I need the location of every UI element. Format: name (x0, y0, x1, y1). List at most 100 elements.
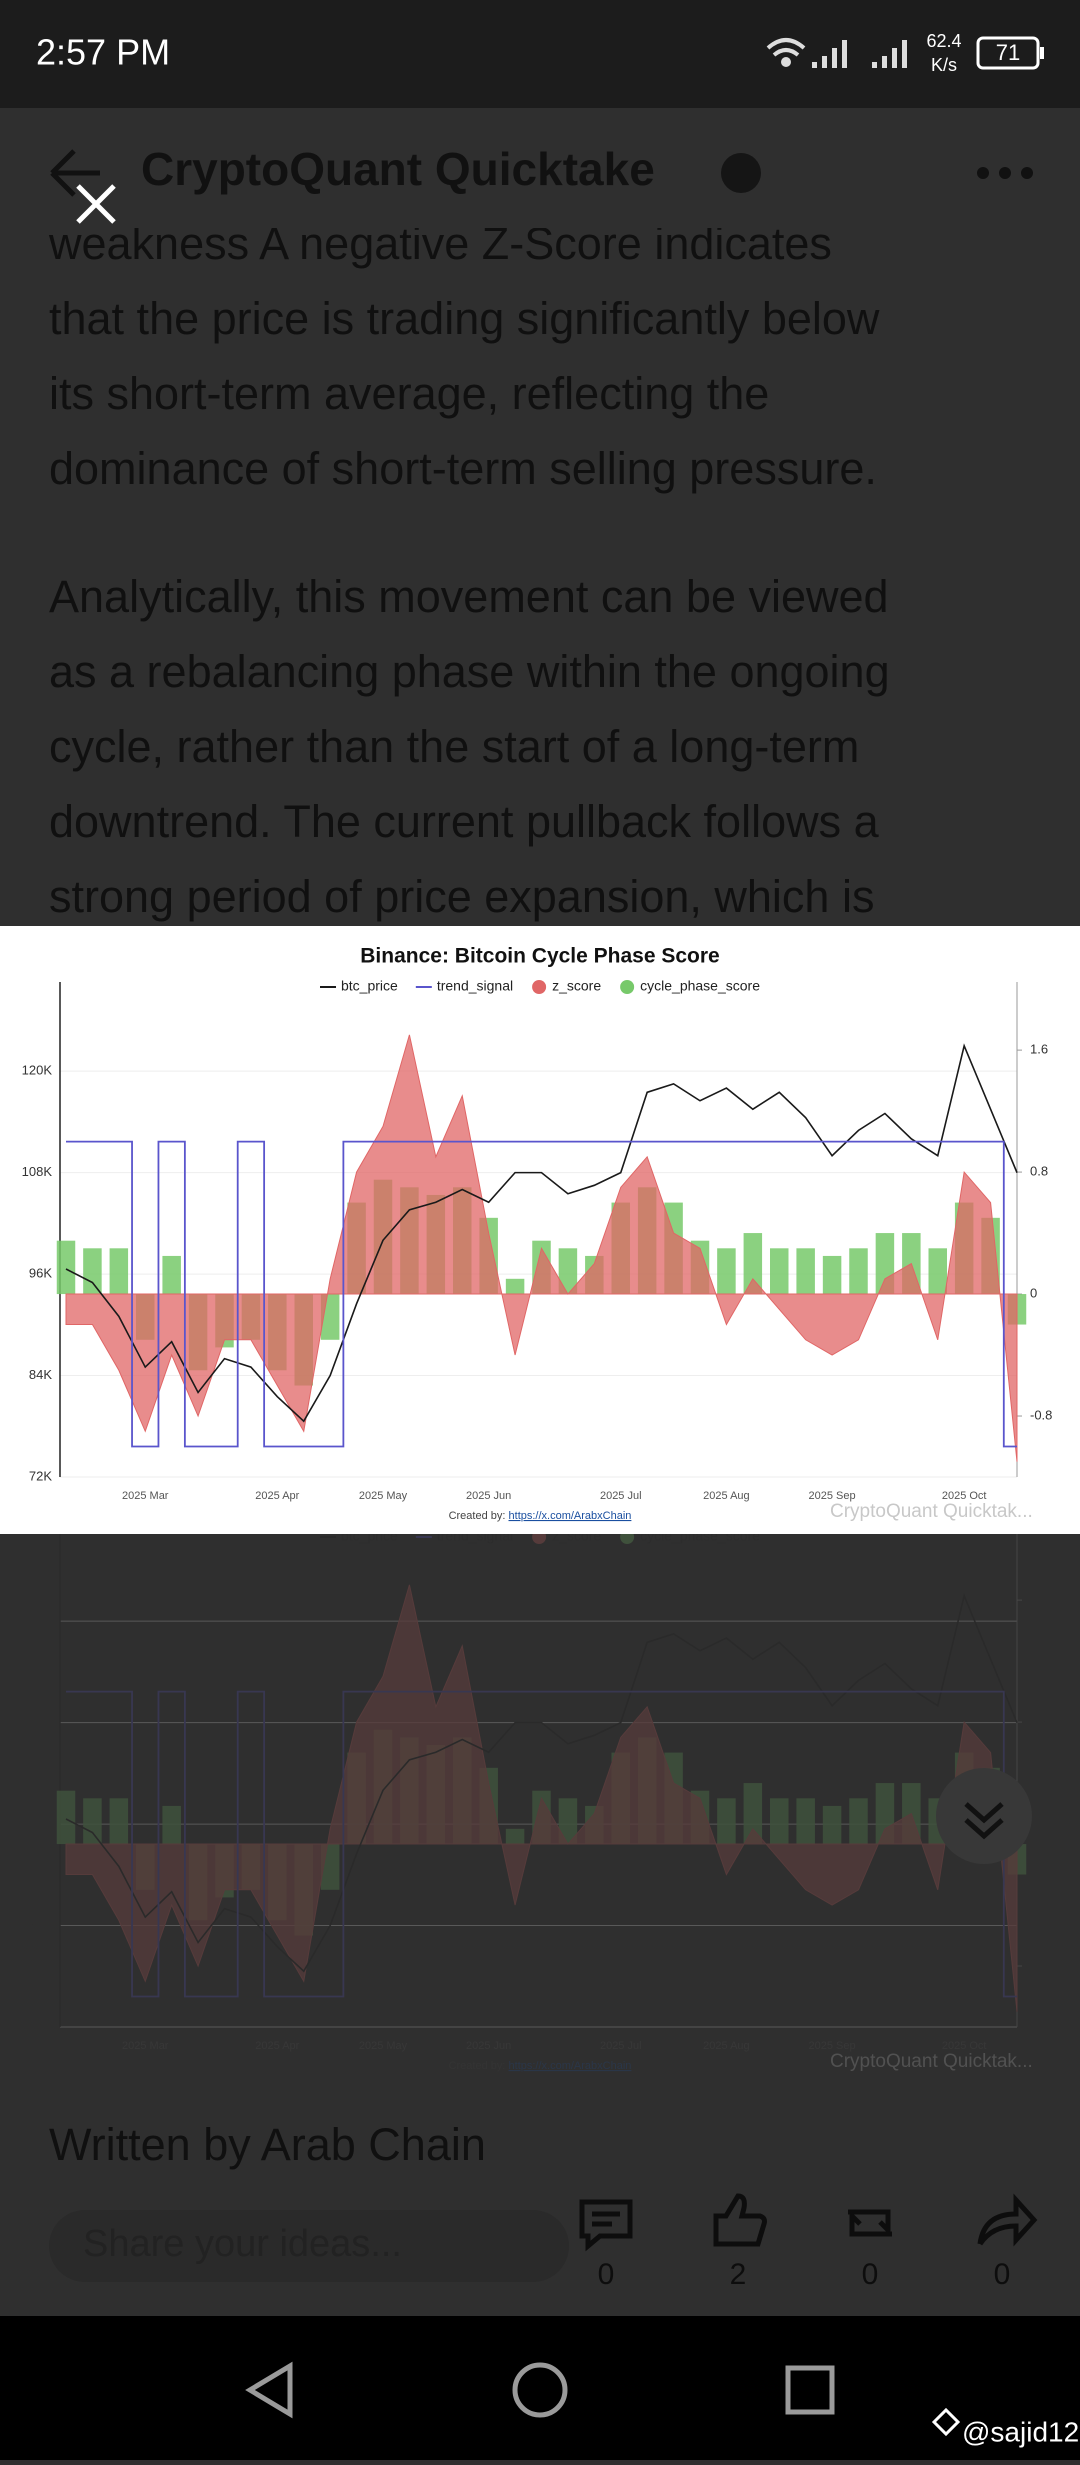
x-tick-label: 2025 Jul (600, 1490, 642, 1502)
ghost-bar (690, 1790, 710, 1845)
legend-marker (532, 980, 547, 994)
ghost-bar (611, 1752, 630, 1845)
nav-back[interactable] (245, 2361, 293, 2419)
ghost-bar (426, 1744, 446, 1845)
bar (162, 1255, 181, 1295)
article-line: as a rebalancing phase within the ongoin… (49, 646, 890, 697)
article-line: that the price is trading significantly … (49, 293, 880, 344)
ghost-y-tick-label: 108K (22, 1714, 53, 1729)
footer: Written by Arab Chain Share your ideas..… (49, 2119, 1038, 2291)
ghost-bar (347, 1752, 366, 1845)
chart-title: Binance: Bitcoin Cycle Phase Score (360, 945, 719, 968)
action-count: 0 (862, 2258, 879, 2291)
ghost-bar (162, 1805, 181, 1845)
ghost-bar (770, 1798, 789, 1845)
nav-recents[interactable] (785, 2365, 835, 2415)
bar (822, 1255, 842, 1295)
ghost-bar (558, 1798, 578, 1845)
action-count: 0 (598, 2258, 615, 2291)
bar (109, 1248, 129, 1295)
ghost-bar (505, 1828, 525, 1845)
ghost-x-tick-label: 2025 Mar (122, 2040, 169, 2052)
clock: 2:57 PM (36, 32, 170, 73)
bar (928, 1248, 947, 1295)
status-icons: 2:57 PM 62.4 K/s 71 (36, 31, 1044, 75)
nav-home[interactable] (512, 2362, 568, 2418)
y2-tick-label: 1.6 (1030, 1042, 1048, 1057)
credit-prefix: Created by: (449, 1510, 506, 1522)
article: weakness A negative Z-Score indicates tha… (0, 228, 1080, 926)
input-placeholder: Share your ideas... (83, 2223, 402, 2265)
bar (796, 1248, 815, 1295)
x-tick-label: 2025 Jun (466, 1490, 511, 1502)
ghost-bar (875, 1783, 895, 1845)
x-tick-label: 2025 Mar (122, 1490, 169, 1502)
wifi-icon (766, 38, 806, 67)
repost-icon[interactable] (848, 2209, 892, 2237)
ghost-y-tick-label: 120K (22, 1613, 53, 1628)
ghost-bar (215, 1844, 234, 1898)
area (65, 1034, 1018, 1462)
ghost-credit: Created by: https://x.com/ArabxChain (449, 2060, 632, 2072)
bar (56, 1240, 76, 1295)
ghost-x-tick-label: 2025 May (359, 2040, 408, 2052)
ghost-bar (532, 1790, 551, 1845)
ghost-y2-tick-label: 0.8 (1030, 1714, 1048, 1729)
watermark-icon (931, 2407, 961, 2437)
bar (770, 1248, 789, 1295)
article-line: weakness A negative Z-Score indicates (49, 228, 832, 269)
ghost-bar (585, 1805, 604, 1845)
ghost-bar (743, 1783, 763, 1845)
action-count: 0 (994, 2258, 1011, 2291)
y-tick-label: 108K (22, 1164, 53, 1179)
article-line: downtrend. The current pullback follows … (49, 796, 879, 847)
scroll-down-button[interactable] (934, 1766, 1034, 1866)
chart-watermark: CryptoQuant Quicktak... (830, 1501, 1033, 1522)
ghost-x-tick-label: 2025 Aug (703, 2040, 750, 2052)
more-button[interactable] (977, 167, 1033, 179)
back-button[interactable] (50, 149, 100, 197)
comment-input[interactable] (49, 2210, 569, 2282)
bar (558, 1248, 578, 1295)
ghost-y2-tick-label: 0 (1030, 1835, 1037, 1850)
x-tick-label: 2025 Sep (809, 1490, 856, 1502)
ghost-x-tick-label: 2025 Jun (466, 2040, 511, 2052)
ghost-chart-watermark: CryptoQuant Quicktak... (830, 2051, 1033, 2072)
ghost-credit-prefix: Created by: (449, 2060, 506, 2072)
ghost-bar (241, 1844, 261, 1890)
chart-panel: Binance: Bitcoin Cycle Phase Score 72K 84K… (0, 926, 1080, 1534)
y-tick-label: 120K (22, 1063, 53, 1078)
y-tick-label: 84K (29, 1367, 52, 1382)
status-bar: 2:57 PM 62.4 K/s 71 (0, 0, 1080, 108)
net-speed-unit: K/s (931, 55, 957, 75)
line (66, 1140, 1017, 1448)
ghost-bar (83, 1798, 102, 1845)
like-icon[interactable] (713, 2193, 767, 2247)
credit: Created by: https://x.com/ArabxChain (449, 1510, 632, 1522)
signal-icon (812, 40, 907, 68)
ghost-bar (320, 1844, 340, 1890)
article-line: its short-term average, reflecting the (49, 368, 770, 419)
share-icon[interactable] (977, 2193, 1038, 2247)
x-tick-label: 2025 Apr (255, 1490, 299, 1502)
legend-label: cycle_phase_score (640, 978, 760, 994)
ghost-chart-svg: Binance: Bitcoin Cycle Phase Score72K84K… (22, 1495, 1053, 2072)
header-title: CryptoQuant Quicktake (141, 143, 655, 195)
ghost-chart: Binance: Bitcoin Cycle Phase Score72K84K… (0, 1476, 1080, 2084)
ghost-y-tick-label: 96K (29, 1816, 52, 1831)
net-speed: 62.4 (926, 31, 961, 51)
ghost-bar (849, 1798, 868, 1845)
ghost-line (65, 1593, 1018, 1973)
bar (743, 1233, 763, 1295)
x-tick-label: 2025 Oct (942, 1490, 987, 1502)
ghost-bar (822, 1805, 842, 1845)
bar (717, 1248, 736, 1295)
close-button[interactable] (76, 184, 116, 224)
article-line: dominance of short-term selling pressure… (49, 443, 877, 494)
line (65, 1043, 1018, 1423)
battery (976, 36, 1040, 70)
y2-tick-label: 0 (1030, 1285, 1037, 1300)
ghost-bar (453, 1737, 472, 1845)
comment-icon[interactable] (579, 2199, 633, 2252)
legend: btc_price trend_signal z_score cycle_phase_… (320, 978, 760, 994)
